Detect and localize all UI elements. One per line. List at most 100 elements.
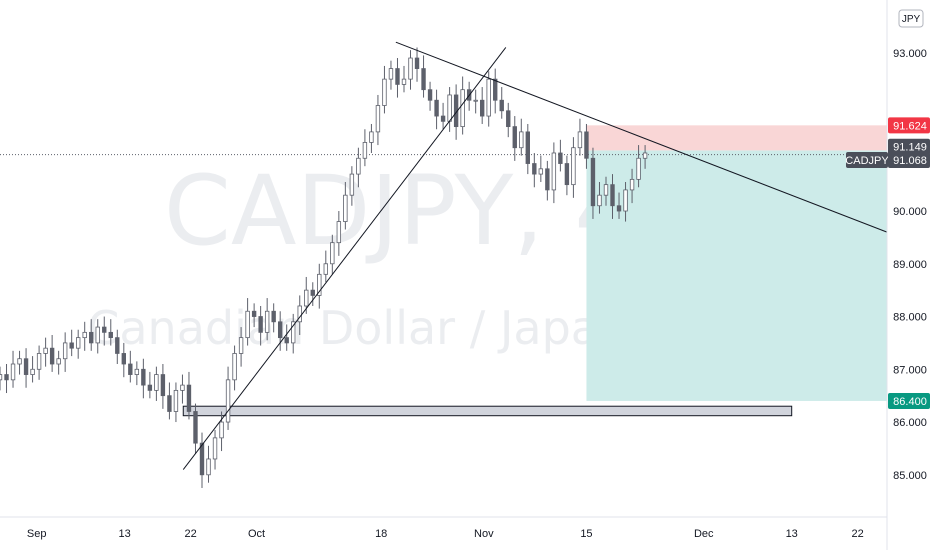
candle-body xyxy=(284,337,289,344)
candle-body xyxy=(525,131,530,164)
candle-body xyxy=(506,110,511,128)
candle-body xyxy=(382,78,387,106)
time-tick-label: Oct xyxy=(248,528,265,540)
time-tick-label: Sep xyxy=(27,528,47,540)
candle-body xyxy=(121,353,126,365)
candle-body xyxy=(108,331,113,339)
candle-body xyxy=(180,384,185,391)
candle-body xyxy=(499,99,504,112)
candle-body xyxy=(519,131,524,149)
candle-body xyxy=(173,389,179,412)
candle-body xyxy=(362,142,368,159)
candle-body xyxy=(49,347,55,365)
candle-body xyxy=(414,57,420,69)
time-axis[interactable]: Sep 13 22 Oct 18 Nov 15 Dec 13 22 xyxy=(0,516,887,540)
candle-body xyxy=(356,157,361,175)
trendline-2 xyxy=(395,41,888,233)
last-price-badge: CADJPY 91.068 xyxy=(845,151,930,168)
candle-body xyxy=(69,342,74,349)
price-tick-label: 89.000 xyxy=(893,259,927,271)
candle-body xyxy=(193,411,198,444)
candle-body xyxy=(349,173,355,196)
stop-price-badge: 91.624 xyxy=(888,117,930,134)
candle-body xyxy=(401,78,407,85)
price-tick-label: 87.000 xyxy=(893,364,927,376)
candle-body xyxy=(590,157,596,207)
candle-body xyxy=(336,221,342,244)
candle-body xyxy=(330,242,335,265)
target-zone[interactable] xyxy=(586,150,887,401)
candle-body xyxy=(154,374,159,391)
candle-body xyxy=(219,421,224,439)
candle-body xyxy=(551,152,557,191)
price-tick-label: 85.000 xyxy=(893,470,927,482)
time-tick-label: 13 xyxy=(786,528,798,540)
candle-body xyxy=(232,353,237,381)
price-axis-ticks: 85.000 86.000 87.000 88.000 89.000 90.000 93.0… xyxy=(893,48,927,482)
candle-body xyxy=(304,289,309,307)
candle-body xyxy=(447,94,452,122)
candle-body xyxy=(642,152,648,159)
trendlines[interactable] xyxy=(182,41,888,470)
candle-body xyxy=(538,168,544,175)
candle-series xyxy=(0,47,648,488)
candle-body xyxy=(512,126,517,149)
candle-body xyxy=(76,337,81,349)
candle-body xyxy=(199,442,205,476)
candle-body xyxy=(577,131,583,149)
candle-body xyxy=(212,437,218,460)
time-tick-label: Nov xyxy=(474,528,494,540)
candle-body xyxy=(271,310,276,323)
candle-body xyxy=(395,68,400,85)
time-axis-ticks: Sep 13 22 Oct 18 Nov 15 Dec 13 22 xyxy=(27,528,864,540)
candle-body xyxy=(23,358,29,375)
candle-body xyxy=(102,326,107,333)
target-price-badge: 86.400 xyxy=(888,392,930,409)
stop-zone[interactable] xyxy=(586,125,887,151)
candle-body xyxy=(0,374,3,381)
candle-body xyxy=(30,368,35,375)
currency-unit-button[interactable]: JPY xyxy=(898,9,924,28)
candle-body xyxy=(238,337,244,354)
candle-body xyxy=(558,152,563,164)
candle-body xyxy=(564,163,570,186)
candle-body xyxy=(62,342,68,360)
candle-body xyxy=(610,184,615,207)
candle-body xyxy=(291,321,296,344)
svg-text:86.400: 86.400 xyxy=(893,396,927,408)
candle-body xyxy=(160,374,166,397)
candle-body xyxy=(115,337,120,354)
candle-body xyxy=(434,99,439,117)
candle-body xyxy=(89,331,94,344)
candle-body xyxy=(571,147,576,186)
candle-body xyxy=(597,194,602,207)
candle-body xyxy=(532,163,537,175)
price-tick-label: 93.000 xyxy=(893,48,927,60)
time-tick-label: 22 xyxy=(852,528,864,540)
support-zone[interactable] xyxy=(182,405,793,417)
candle-body xyxy=(479,99,485,117)
candle-body xyxy=(82,331,87,339)
candle-body xyxy=(493,78,498,101)
candle-body xyxy=(251,310,257,317)
price-axis[interactable]: 85.000 86.000 87.000 88.000 89.000 90.000 93.0… xyxy=(845,0,930,550)
candle-body xyxy=(310,289,315,296)
price-tick-label: 86.000 xyxy=(893,417,927,429)
candle-body xyxy=(186,384,192,412)
candle-body xyxy=(225,379,231,423)
candle-body xyxy=(141,368,146,386)
candle-body xyxy=(297,305,302,323)
price-tick-label: 90.000 xyxy=(893,206,927,218)
candle-body xyxy=(460,89,465,128)
candle-body xyxy=(343,194,348,222)
candle-body xyxy=(427,89,433,101)
chart-pane[interactable]: CADJPY, 4h Canadian Dollar / Japanese Ye… xyxy=(0,41,888,488)
candle-body xyxy=(95,326,100,344)
candle-body xyxy=(43,347,48,354)
candle-body xyxy=(623,189,628,212)
candle-body xyxy=(258,316,263,333)
time-tick-label: 18 xyxy=(375,528,387,540)
entry-price-badge: 91.149 xyxy=(888,138,930,155)
candle-body xyxy=(128,363,133,375)
